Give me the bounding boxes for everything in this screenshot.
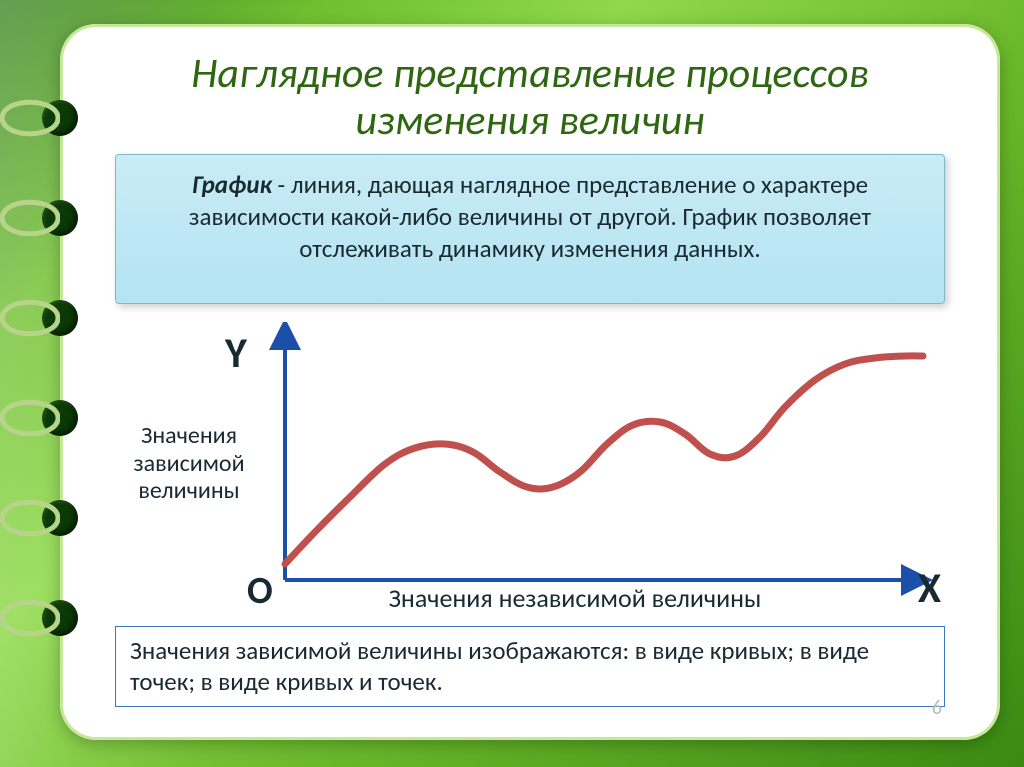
definition-body: - линия, дающая наглядное представление … [189, 169, 871, 264]
slide-stage: Наглядное представление процессов измене… [0, 0, 1024, 767]
binder-hole [42, 400, 78, 436]
independent-axis-label: Значения независимой величины [315, 582, 835, 614]
slide-title: Наглядное представление процессов измене… [108, 50, 952, 144]
page-number: 6 [932, 696, 942, 720]
x-axis-label: X [918, 563, 941, 614]
definition-term: График [192, 169, 272, 200]
definition-box: График - линия, дающая наглядное предста… [115, 154, 945, 304]
binder-hole [42, 100, 78, 136]
slide-content: Наглядное представление процессов измене… [60, 24, 1000, 740]
y-axis-label: Y [225, 328, 247, 379]
binder-hole [42, 200, 78, 236]
origin-label: O [247, 568, 273, 614]
dependent-axis-label: Значения зависимой величины [111, 422, 267, 505]
curve [285, 356, 923, 564]
chart-area: Y X O Значения зависимой величины Значен… [115, 322, 945, 612]
binder-hole [42, 600, 78, 636]
binder-hole [42, 500, 78, 536]
binder-hole [42, 300, 78, 336]
note-box: Значения зависимой величины изображаются… [115, 626, 945, 707]
